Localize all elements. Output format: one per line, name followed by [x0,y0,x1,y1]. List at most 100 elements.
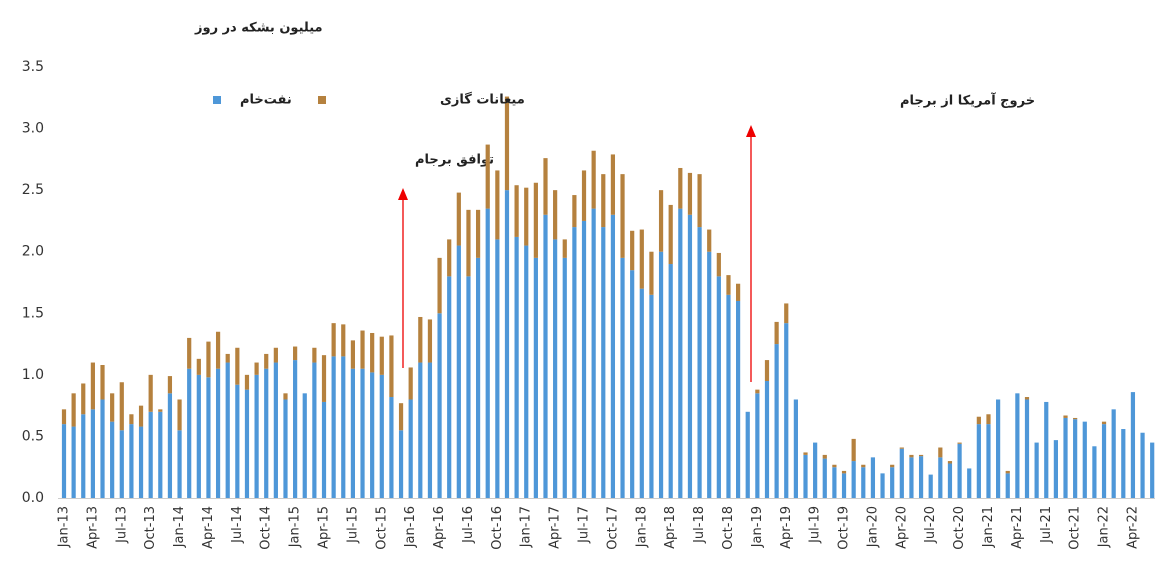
bar-segment [938,447,943,458]
bar-segment [1073,417,1078,420]
x-tick-label: Jul-20 [923,506,938,544]
bar-segment [360,330,365,369]
bar-segment [235,347,240,385]
bar-segment [996,399,1001,498]
bar-segment [350,340,355,369]
bar-segment [215,331,221,369]
x-tick-label: Jan-16 [403,506,418,548]
y-tick-label: 3.0 [22,121,44,137]
bar-segment [832,467,837,498]
bar-segment [167,376,173,394]
bar-segment [138,405,144,427]
bar-segment [148,411,153,498]
bar-segment [909,457,914,498]
bar-segment [851,461,856,498]
bar-segment [81,383,86,415]
bar-segment [504,96,510,191]
bar-segment [427,362,433,498]
bar-segment [129,414,134,425]
bar-segment [475,257,481,498]
bar-segment [119,382,124,431]
x-tick-label: Apr-16 [432,506,447,549]
bar-segment [71,393,76,427]
legend-label: نفت‌خام [240,93,292,108]
bar-segment [321,355,327,402]
bar-segment [398,430,404,498]
x-tick-label: Apr-15 [317,506,332,549]
bar-segment [302,393,307,498]
bar-segment [475,209,481,258]
x-tick-label: Oct-17 [605,506,620,550]
bar-segment [1140,432,1145,498]
bar-segment [244,374,250,390]
bar-segment [928,474,933,498]
y-axis-label: میلیون بشکه در روز [194,21,323,36]
bar-segment [553,190,558,240]
bar-segment [158,411,163,498]
bar-segment [687,214,693,498]
bar-segment [1111,409,1116,498]
bar-segment [890,464,895,468]
bar-segment [774,344,779,498]
bar-segment [764,381,770,498]
bar-segment [206,341,211,378]
y-tick-label: 2.0 [22,244,44,260]
bar-segment [572,227,577,499]
bar-segment [543,214,548,498]
x-tick-label: Oct-16 [490,506,505,550]
bar-segment [437,313,442,498]
bar-segment [890,467,895,498]
annotation-arrow-head [398,188,408,200]
bar-segment [630,270,635,498]
bar-segment [658,190,664,252]
bar-segment [244,389,250,498]
bar-segment [1015,393,1020,498]
y-tick-label: 3.5 [22,59,44,75]
y-tick-label: 2.5 [22,182,44,198]
bar-segment [485,144,490,209]
bar-segment [81,414,86,498]
x-tick-label: Oct-20 [952,506,967,550]
bar-segment [1101,421,1107,425]
x-tick-label: Apr-17 [548,506,563,549]
x-tick-label: Jan-22 [1097,506,1112,548]
bar-segment [61,424,67,498]
bar-segment [418,362,423,498]
bar-segment [736,283,741,301]
x-tick-label: Jul-14 [230,506,245,544]
bar-segment [745,411,750,498]
bar-segment [408,399,413,498]
bar-segment [514,185,519,237]
bar-segment [880,473,885,498]
bar-segment [793,399,798,498]
bar-segment [784,303,789,324]
bar-segment [293,360,298,498]
bar-segment [697,174,702,228]
x-tick-label: Jan-15 [288,506,303,548]
bar-segment [206,377,211,498]
bar-segment [601,174,606,228]
bar-segment [658,251,664,498]
bar-segment [504,190,510,498]
bar-segment [293,346,298,361]
bar-segment [110,393,115,422]
bar-segment [841,470,847,474]
x-tick-label: Apr-14 [201,506,216,549]
x-tick-label: Oct-13 [143,506,158,550]
bar-segment [1063,417,1068,498]
bar-segment [861,464,866,468]
y-tick-label: 1.5 [22,305,44,321]
bar-segment [533,257,538,498]
bar-segment [215,368,221,498]
bar-segment [495,170,500,240]
bar-segment [755,389,760,394]
bar-segment [254,362,259,375]
bar-segment [273,362,278,498]
bar-segment [957,443,962,498]
bar-segment [321,401,327,498]
bar-segment [1044,401,1049,498]
bar-segment [967,468,972,498]
x-tick-label: Oct-21 [1068,506,1083,550]
bar-segment [986,424,991,498]
x-tick-label: Oct-19 [837,506,852,550]
